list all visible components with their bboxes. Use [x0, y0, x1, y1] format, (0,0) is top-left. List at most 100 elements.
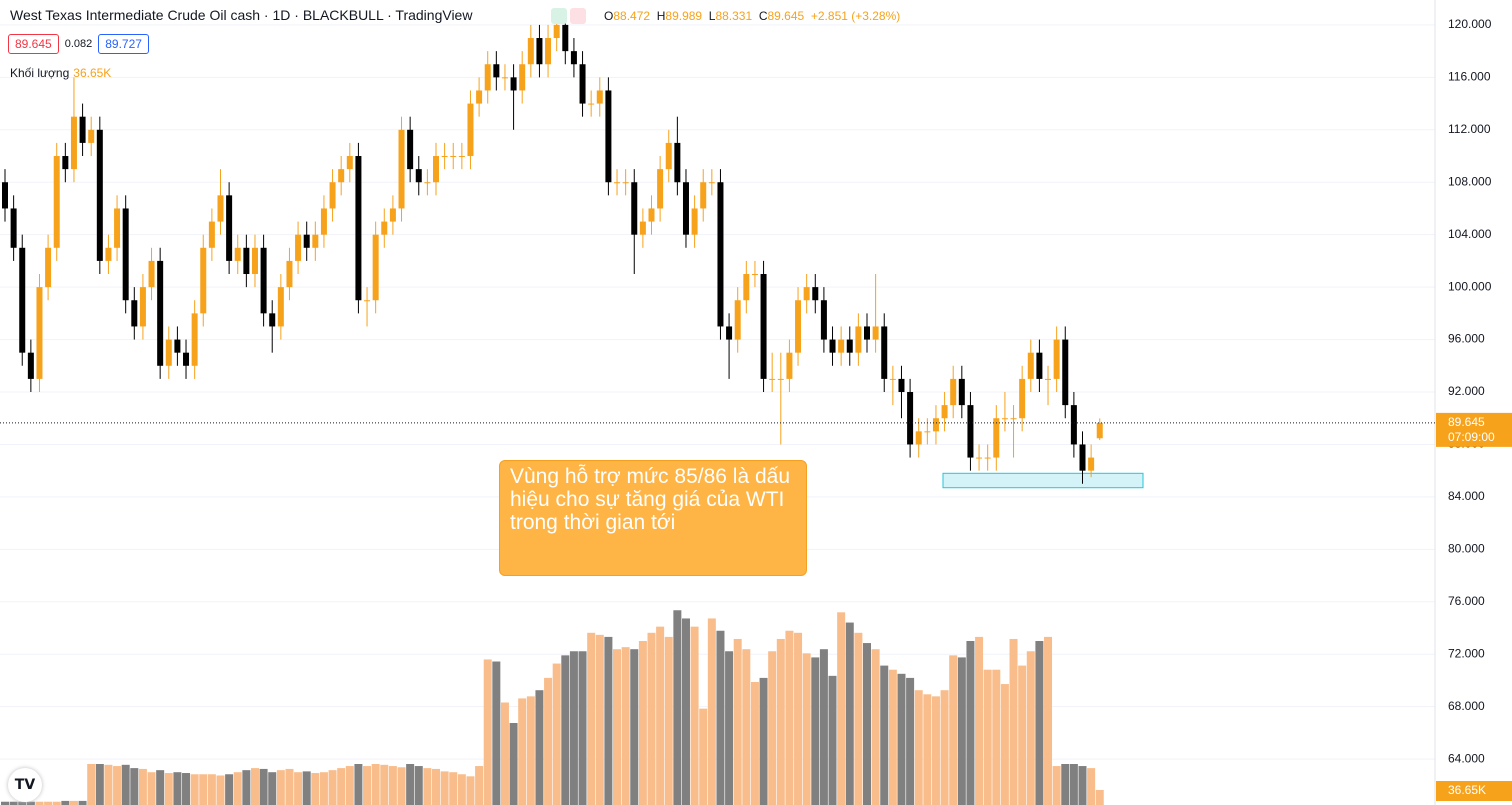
volume-label: 36.65K: [1448, 783, 1486, 797]
candle-body: [579, 64, 586, 104]
candle-body: [700, 182, 707, 209]
volume-bar: [854, 632, 863, 805]
volume-bar: [285, 768, 294, 805]
volume-bar: [880, 665, 889, 805]
y-tick-label: 76.000: [1448, 594, 1485, 608]
candle-body: [19, 247, 26, 353]
candle-body: [1027, 352, 1034, 379]
candle-body: [1088, 457, 1095, 471]
status-icons: [551, 8, 586, 24]
volume-bar: [173, 772, 182, 805]
volume-bar: [388, 766, 397, 805]
logo[interactable]: TV: [8, 768, 42, 802]
candle-body: [36, 287, 43, 379]
candle-body: [820, 300, 827, 340]
volume-bar: [130, 768, 139, 805]
candle-body: [553, 24, 560, 39]
volume-bar: [449, 772, 458, 805]
volume-bar: [888, 669, 897, 805]
volume-bar: [1052, 766, 1061, 805]
candle-body: [907, 392, 914, 445]
y-tick-label: 92.000: [1448, 384, 1485, 398]
volume-bar: [250, 768, 259, 805]
volume-bar: [742, 649, 751, 805]
volume-bar: [725, 651, 734, 805]
candle-body: [639, 221, 646, 235]
volume-bar: [397, 767, 406, 805]
volume-bar: [863, 643, 871, 805]
volume-bar: [1035, 641, 1044, 805]
candle-body: [355, 156, 362, 301]
volume-bar: [949, 655, 958, 805]
candle-body: [1019, 378, 1026, 419]
candle-body: [131, 300, 138, 327]
candle-body: [1079, 444, 1086, 471]
volume-bar: [966, 641, 975, 805]
candle-body: [562, 24, 569, 52]
volume-bar: [975, 636, 984, 805]
volume-bar: [638, 641, 647, 805]
candle-body: [105, 247, 112, 261]
candle-body: [208, 221, 215, 248]
volume-bar: [138, 768, 147, 805]
ohlc-letter: L: [708, 9, 716, 23]
candle-body: [476, 90, 483, 104]
volume-bar: [345, 766, 354, 805]
volume-bar: [794, 632, 803, 805]
candle-body: [726, 326, 733, 340]
volume-bar: [664, 636, 673, 805]
volume-bar: [492, 661, 501, 805]
volume-bar: [500, 702, 509, 805]
candle-body: [148, 260, 155, 288]
candle-body: [588, 103, 595, 105]
icon: [551, 8, 567, 24]
volume-bar: [897, 673, 906, 805]
volume-bar: [931, 696, 940, 805]
candle-body: [79, 116, 86, 143]
annotation: Vùng hỗ trợ mức 85/86 là dấu hiệu cho sự…: [499, 460, 807, 576]
volume-bar: [613, 649, 622, 805]
candle-body: [924, 431, 931, 433]
volume-bar: [371, 764, 380, 805]
candle-body: [1010, 418, 1017, 420]
candle-body: [708, 182, 715, 184]
volume-bar: [380, 764, 389, 805]
candle-body: [441, 156, 448, 158]
support-zone: [942, 472, 1144, 489]
candle-body: [570, 51, 577, 65]
volume-bar: [242, 770, 251, 805]
bid[interactable]: 89.645: [8, 34, 59, 54]
y-tick-label: 104.000: [1448, 227, 1492, 241]
volume-bar: [44, 801, 53, 805]
volume-bar: [983, 669, 992, 805]
volume-bar: [457, 774, 466, 805]
volume-bar: [759, 677, 768, 805]
candle-body: [915, 431, 922, 445]
volume-bar: [199, 774, 208, 805]
ohlc-letter: C: [758, 9, 768, 23]
volume-bar: [1061, 764, 1070, 805]
volume-value: 36.65K: [73, 66, 112, 80]
candle-body: [493, 64, 500, 78]
candle-body: [329, 182, 336, 209]
candle-body: [958, 378, 965, 406]
candle-body: [467, 103, 474, 157]
candle-body: [881, 326, 888, 379]
volume-bar: [561, 655, 570, 805]
volume-bar: [699, 708, 708, 805]
candle-body: [260, 247, 267, 314]
volume-bar: [587, 632, 596, 805]
ohlc-value: 89.645: [767, 9, 805, 23]
candle-body: [415, 169, 422, 183]
volume-bar: [1009, 638, 1018, 805]
candle-body: [389, 208, 396, 222]
volume-bar: [95, 764, 104, 805]
y-tick-label: 68.000: [1448, 699, 1485, 713]
candle-body: [226, 195, 233, 261]
ask[interactable]: 89.727: [98, 34, 149, 54]
candle-body: [183, 352, 190, 366]
chart-title: West Texas Intermediate Crude Oil cash ·…: [10, 7, 473, 23]
volume-bar: [18, 801, 27, 805]
candle-body: [545, 38, 552, 65]
candle-body: [846, 339, 853, 353]
